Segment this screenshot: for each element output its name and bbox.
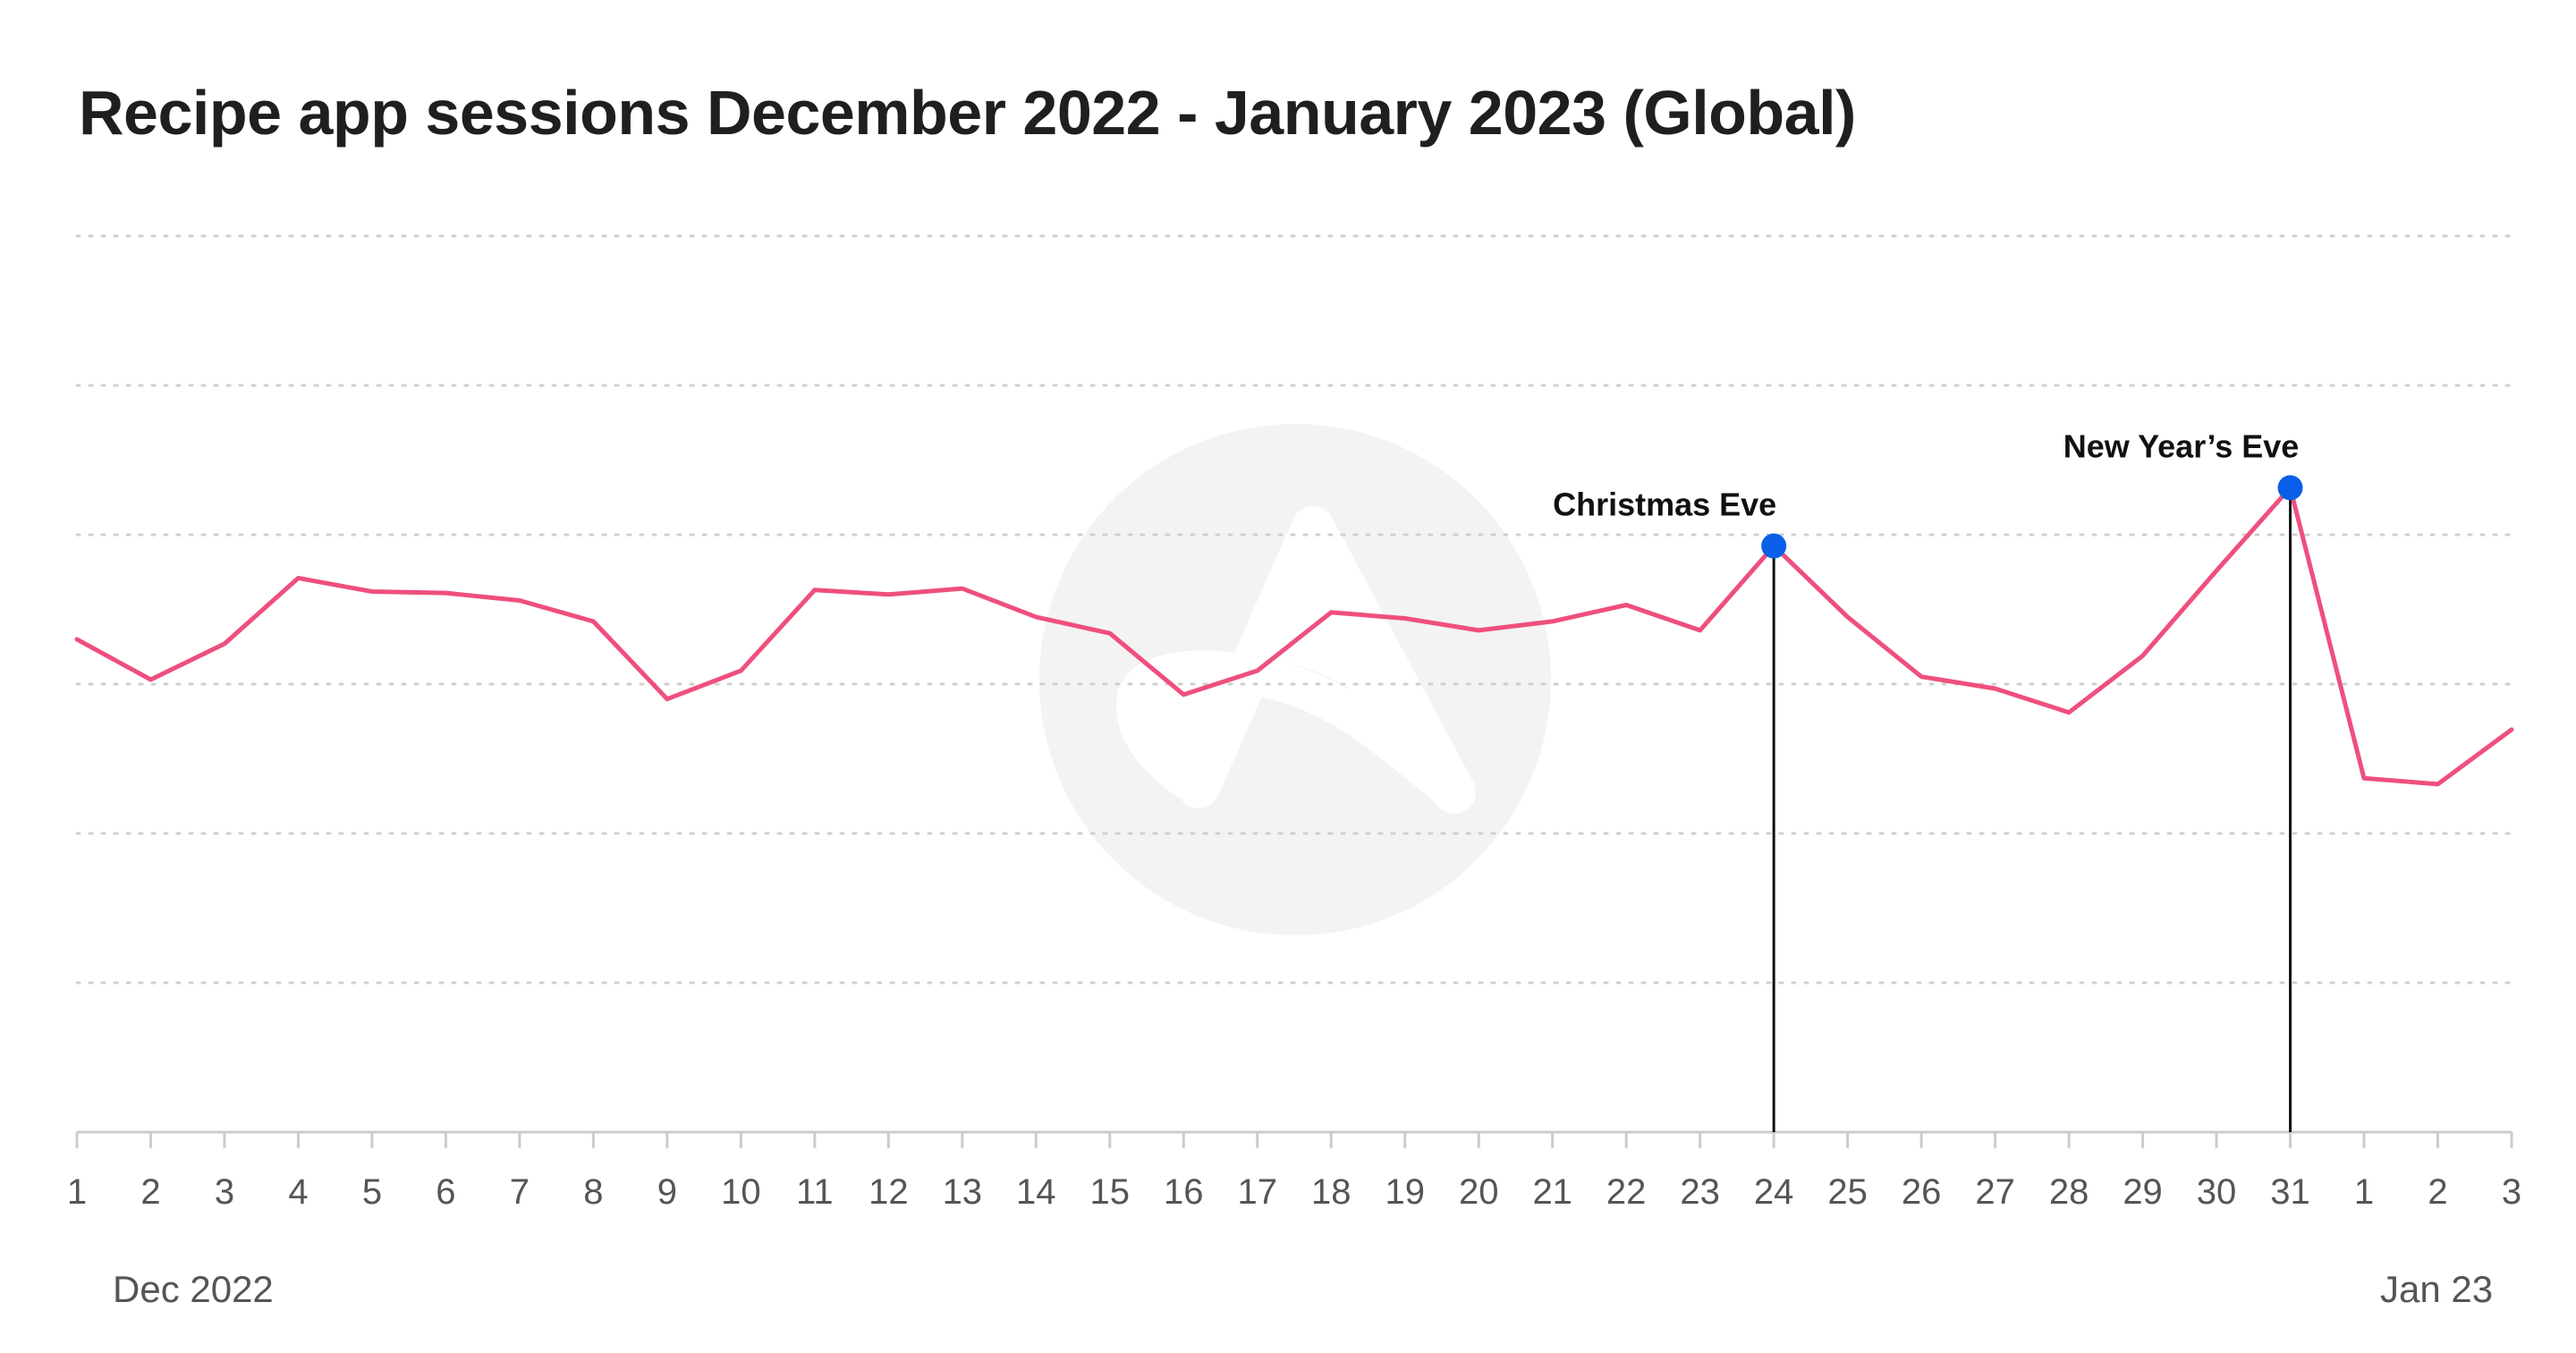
chart-title: Recipe app sessions December 2022 - Janu… [79,78,1856,148]
x-tick-label-9: 10 [721,1172,761,1212]
watermark-logo-icon [1039,424,1551,935]
x-tick-label-19: 20 [1459,1172,1499,1212]
x-tick-label-1: 2 [140,1172,160,1212]
x-tick-label-20: 21 [1532,1172,1572,1212]
x-tick-label-25: 26 [1902,1172,1942,1212]
annotation-markers: Christmas Eve New Year’s Eve [1553,427,2303,559]
annotation-label-1: New Year’s Eve [2063,427,2300,464]
x-tick-label-2: 3 [215,1172,234,1212]
annotation-marker-0 [1761,533,1787,559]
x-tick-label-21: 22 [1606,1172,1647,1212]
x-period-label-0: Dec 2022 [113,1268,274,1310]
x-tick-label-26: 27 [1975,1172,2015,1212]
x-tick-label-3: 4 [288,1172,308,1212]
x-tick-label-24: 25 [1827,1172,1868,1212]
x-tick-label-28: 29 [2123,1172,2163,1212]
x-tick-label-10: 11 [796,1172,834,1212]
x-tick-label-27: 28 [2049,1172,2089,1212]
x-tick-label-12: 13 [943,1172,983,1212]
x-tick-label-14: 15 [1090,1172,1131,1212]
annotation-marker-1 [2277,475,2303,501]
series-line [74,485,2514,787]
x-tick-label-17: 18 [1311,1172,1352,1212]
x-tick-label-5: 6 [436,1172,455,1212]
x-tick-label-23: 24 [1754,1172,1794,1212]
annotation-label-0: Christmas Eve [1553,486,1776,523]
x-tick-label-4: 5 [362,1172,382,1212]
x-tick-label-31: 1 [2354,1172,2374,1212]
x-tick-label-7: 8 [583,1172,603,1212]
x-period-label-1: Jan 23 [2380,1268,2493,1310]
x-tick-label-11: 12 [869,1172,909,1212]
x-tick-label-22: 23 [1680,1172,1720,1212]
x-tick-label-29: 30 [2197,1172,2237,1212]
x-tick-label-18: 19 [1385,1172,1425,1212]
x-tick-label-30: 31 [2270,1172,2310,1212]
x-tick-labels: 1 2 3 4 5 6 7 8 9 10 11 12 13 14 15 16 17 18 19 20 21 22 23 24 2… [67,1172,2521,1310]
x-tick-label-13: 14 [1016,1172,1056,1212]
x-tick-label-0: 1 [67,1172,87,1212]
x-tick-label-15: 16 [1164,1172,1204,1212]
x-tick-label-6: 7 [510,1172,530,1212]
x-axis [75,1130,2513,1148]
x-tick-label-16: 17 [1238,1172,1278,1212]
annotation-lines [1772,487,2292,1132]
x-tick-label-33: 3 [2502,1172,2521,1212]
x-tick-label-8: 9 [657,1172,677,1212]
x-tick-label-32: 2 [2428,1172,2447,1212]
